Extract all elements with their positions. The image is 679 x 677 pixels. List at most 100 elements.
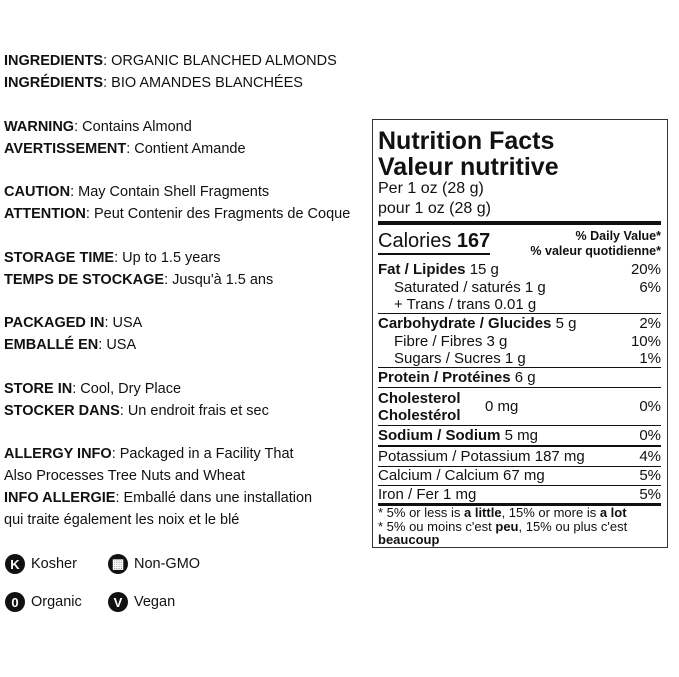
nutrient-row-protein: Protein / Protéines 6 g	[378, 369, 661, 386]
nutrient-row-cholesterol: Cholesterol Cholestérol 0 mg 0%	[378, 390, 661, 424]
organic-icon: 0	[5, 592, 25, 612]
nutrition-potassium-amount: 187 mg	[534, 448, 585, 465]
left_info-14-label: INFO ALLERGIE	[4, 490, 116, 506]
info-line: WARNING: Contains Almond	[4, 119, 192, 135]
badges-0-label: Kosher	[31, 556, 77, 572]
nutrient-row-trans: + Trans / trans 0.01 g	[378, 296, 661, 313]
left_info-5-text: Peut Contenir des Fragments de Coque	[93, 206, 351, 222]
left_info-3-label: AVERTISSEMENT	[4, 141, 127, 157]
nutrition-calories: 167	[456, 230, 491, 252]
nutrient-row-fibre: Fibre / Fibres 3 g 10%	[378, 333, 661, 350]
left_info-1-text: BIO AMANDES BLANCHÉES	[111, 75, 303, 91]
nutrition-sugars-dv: 1%	[639, 350, 661, 367]
badges-1-label: Non-GMO	[134, 556, 201, 572]
calories-row: Calories 167 % Daily Value* % valeur quo…	[378, 229, 661, 258]
left_info-13-text: Also Processes Tree Nuts and Wheat	[4, 468, 245, 484]
nutrition-foot2-0: * 5% ou moins c'est	[378, 518, 496, 534]
info-line: ATTENTION: Peut Contenir des Fragments d…	[4, 206, 351, 222]
nutrition-protein-amount: 6 g	[514, 369, 536, 386]
left_info-4-label: CAUTION	[4, 184, 71, 200]
left_info-11-label: STOCKER DANS	[4, 403, 120, 419]
left_info-4-text: May Contain Shell Fragments	[78, 184, 270, 200]
left_info-15-text: qui traite également les noix et le blé	[4, 512, 240, 528]
nutrition-foot2-1: peu	[495, 518, 519, 534]
nutrition-sat-label: Saturated / saturés	[394, 279, 521, 296]
left_info-7-label: TEMPS DE STOCKAGE	[4, 272, 165, 288]
left_info-14-text: Emballé dans une installation	[123, 490, 313, 506]
left_info-10-label: STORE IN	[4, 381, 73, 397]
nutrition-carb-amount: 5 g	[555, 315, 577, 332]
dv-fr: % valeur quotidienne*	[530, 244, 661, 258]
nf-title-en: Nutrition Facts	[378, 127, 555, 155]
left_info-9-label: EMBALLÉ EN	[4, 337, 99, 353]
badge-organic: 0 Organic	[5, 592, 82, 612]
left_info-0-text: ORGANIC BLANCHED ALMONDS	[111, 53, 337, 69]
nutrient-row-carb: Carbohydrate / Glucides 5 g 2%	[378, 315, 661, 332]
nutrient-row-fat: Fat / Lipides 15 g 20%	[378, 261, 661, 278]
nutrition-calories_label: Calories	[378, 230, 452, 252]
footnote: * 5% or less is a little, 15% or more is…	[378, 506, 661, 547]
info-line: CAUTION: May Contain Shell Fragments	[4, 184, 270, 200]
left_info-0-label: INGREDIENTS	[4, 53, 104, 69]
serving-en: Per 1 oz (28 g)	[378, 180, 484, 197]
badge-kosher: K Kosher	[5, 554, 77, 574]
info-line: TEMPS DE STOCKAGE: Jusqu'à 1.5 ans	[4, 272, 274, 288]
kosher-icon: K	[5, 554, 25, 574]
badges-3-label: Vegan	[134, 594, 176, 610]
nutrition-fat-dv: 20%	[630, 261, 661, 278]
left_info-9-text: USA	[106, 337, 137, 353]
nutrition-fibre-amount: 3 g	[486, 333, 508, 350]
left_info-12-label: ALLERGY INFO	[4, 446, 112, 462]
left_info-6-text: Up to 1.5 years	[122, 250, 221, 266]
nutrition-sat-dv: 6%	[639, 279, 661, 296]
nutrition-fibre-dv: 10%	[630, 333, 661, 350]
nutrition-trans-amount: 0.01 g	[494, 296, 537, 313]
nutrition-foot1-0: * 5% or less is	[378, 505, 464, 520]
left_info-12-text: Packaged in a Facility That	[119, 446, 294, 462]
left_info-2-label: WARNING	[4, 119, 75, 135]
left_info-1-label: INGRÉDIENTS	[4, 75, 104, 91]
nutrition-trans-label: + Trans / trans	[394, 296, 491, 313]
nutrition-carb-label: Carbohydrate / Glucides	[378, 315, 552, 332]
divider	[378, 445, 661, 447]
left_info-10-text: Cool, Dry Place	[80, 381, 182, 397]
divider	[378, 313, 661, 314]
nutrition-sugars-amount: 1 g	[504, 350, 526, 367]
nutrient-row-calcium: Calcium / Calcium 67 mg 5%	[378, 467, 661, 484]
info-line: INFO ALLERGIE: Emballé dans une installa…	[4, 490, 313, 506]
left_info-7-text: Jusqu'à 1.5 ans	[172, 272, 274, 288]
nutrition-protein-label: Protein / Protéines	[378, 369, 511, 386]
nutrition-calcium-amount: 67 mg	[503, 467, 545, 484]
info-line: EMBALLÉ EN: USA	[4, 337, 137, 353]
divider	[378, 466, 661, 467]
serving-fr: pour 1 oz (28 g)	[378, 200, 491, 217]
info-line: STORE IN: Cool, Dry Place	[4, 381, 182, 397]
left_info-11-text: Un endroit frais et sec	[127, 403, 269, 419]
dv-en: % Daily Value*	[575, 229, 661, 243]
info-line: Also Processes Tree Nuts and Wheat	[4, 467, 245, 485]
nutrient-row-potassium: Potassium / Potassium 187 mg 4%	[378, 448, 661, 465]
nutrition-iron-label: Iron / Fer	[378, 486, 439, 503]
divider-thick	[378, 221, 661, 225]
left_info-8-text: USA	[112, 315, 143, 331]
nutrition-potassium-label: Potassium / Potassium	[378, 448, 531, 465]
nf-title-fr: Valeur nutritive	[378, 153, 559, 181]
info-line: INGREDIENTS: ORGANIC BLANCHED ALMONDS	[4, 53, 337, 69]
nutrition-fat-amount: 15 g	[469, 261, 499, 278]
nutrition-foot1-3: a lot	[599, 505, 627, 520]
nutrition-sodium-label: Sodium / Sodium	[378, 427, 501, 444]
nutrition-foot2-3: beaucoup	[378, 532, 440, 547]
nutrition-iron-amount: 1 mg	[443, 486, 477, 503]
badge-vegan: V Vegan	[108, 592, 175, 612]
nutrition-foot1-1: a little	[463, 505, 502, 520]
nutrition-foot1-2: , 15% or more is	[501, 505, 600, 520]
divider	[378, 367, 661, 368]
info-line: STOCKER DANS: Un endroit frais et sec	[4, 403, 269, 419]
badge-non-gmo: ▦ Non-GMO	[108, 554, 200, 574]
footnote-en: * 5% or less is a little, 15% or more is…	[378, 506, 661, 520]
nutrient-row-iron: Iron / Fer 1 mg 5%	[378, 486, 661, 503]
nutrition-sodium-amount: 5 mg	[504, 427, 539, 444]
info-line: INGRÉDIENTS: BIO AMANDES BLANCHÉES	[4, 75, 303, 91]
nutrition-facts-table: Nutrition Facts Valeur nutritive Per 1 o…	[372, 119, 668, 548]
left_info-5-label: ATTENTION	[4, 206, 86, 222]
